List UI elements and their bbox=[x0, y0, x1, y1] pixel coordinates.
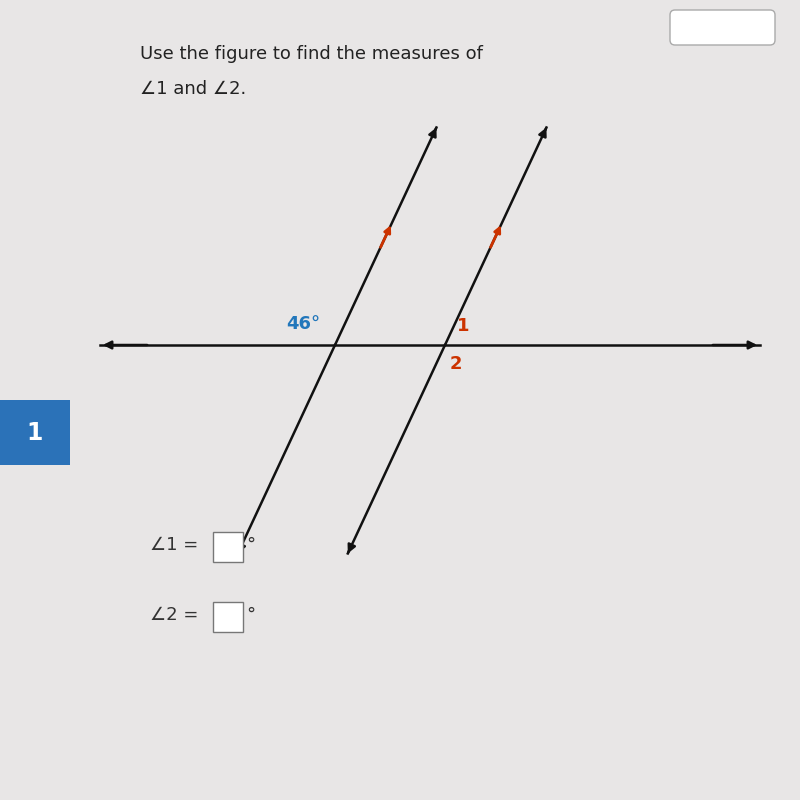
Text: ∠1 and ∠2.: ∠1 and ∠2. bbox=[140, 80, 246, 98]
FancyBboxPatch shape bbox=[0, 400, 70, 465]
Text: °: ° bbox=[246, 536, 255, 554]
Text: 46°: 46° bbox=[286, 315, 320, 333]
FancyBboxPatch shape bbox=[213, 532, 243, 562]
FancyBboxPatch shape bbox=[670, 10, 775, 45]
Text: 1: 1 bbox=[457, 317, 470, 335]
FancyBboxPatch shape bbox=[213, 602, 243, 632]
Text: °: ° bbox=[246, 606, 255, 624]
Text: ∠2 =: ∠2 = bbox=[150, 606, 204, 624]
Text: Use the figure to find the measures of: Use the figure to find the measures of bbox=[140, 45, 483, 63]
Text: 1: 1 bbox=[27, 421, 43, 445]
Text: 2: 2 bbox=[450, 355, 462, 373]
Text: 0 of 1: 0 of 1 bbox=[739, 18, 775, 31]
Text: ∠1 =: ∠1 = bbox=[150, 536, 204, 554]
